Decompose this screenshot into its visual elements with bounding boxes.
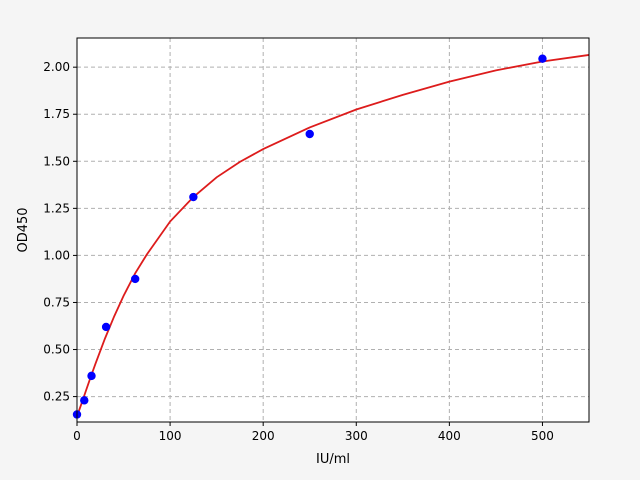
data-point bbox=[189, 192, 198, 202]
x-tick-label: 500 bbox=[531, 429, 554, 443]
x-axis-ticks: 0 100 200 300 400 500 bbox=[73, 422, 554, 443]
data-point bbox=[101, 322, 111, 332]
y-axis-label: OD450 bbox=[16, 207, 31, 252]
y-tick-label: 1.50 bbox=[43, 154, 70, 168]
plot-frame bbox=[76, 37, 590, 423]
x-tick-label: 400 bbox=[438, 429, 461, 443]
y-axis-ticks: 0.25 0.50 0.75 1.00 1.25 1.50 1.75 2.00 bbox=[43, 60, 77, 404]
x-tick-label: 100 bbox=[159, 429, 182, 443]
data-point bbox=[538, 54, 547, 63]
y-tick-label: 1.25 bbox=[43, 201, 70, 215]
x-tick-label: 0 bbox=[73, 429, 81, 443]
data-point bbox=[305, 129, 314, 139]
fit-curve bbox=[76, 54, 590, 417]
data-point bbox=[80, 396, 89, 405]
x-tick-label: 300 bbox=[345, 429, 368, 443]
y-tick-label: 0.25 bbox=[43, 390, 70, 404]
y-tick-label: 0.75 bbox=[43, 295, 70, 309]
data-point bbox=[130, 274, 140, 284]
plot-background bbox=[77, 38, 589, 422]
y-tick-label: 2.00 bbox=[43, 60, 70, 74]
y-tick-label: 1.00 bbox=[43, 248, 70, 262]
x-tick-label: 200 bbox=[252, 429, 275, 443]
data-point bbox=[87, 371, 96, 381]
y-tick-label: 0.50 bbox=[43, 343, 70, 357]
y-tick-label: 1.75 bbox=[43, 107, 70, 121]
series-layer bbox=[72, 54, 590, 419]
x-axis-label: IU/ml bbox=[316, 452, 350, 467]
grid bbox=[76, 38, 589, 422]
